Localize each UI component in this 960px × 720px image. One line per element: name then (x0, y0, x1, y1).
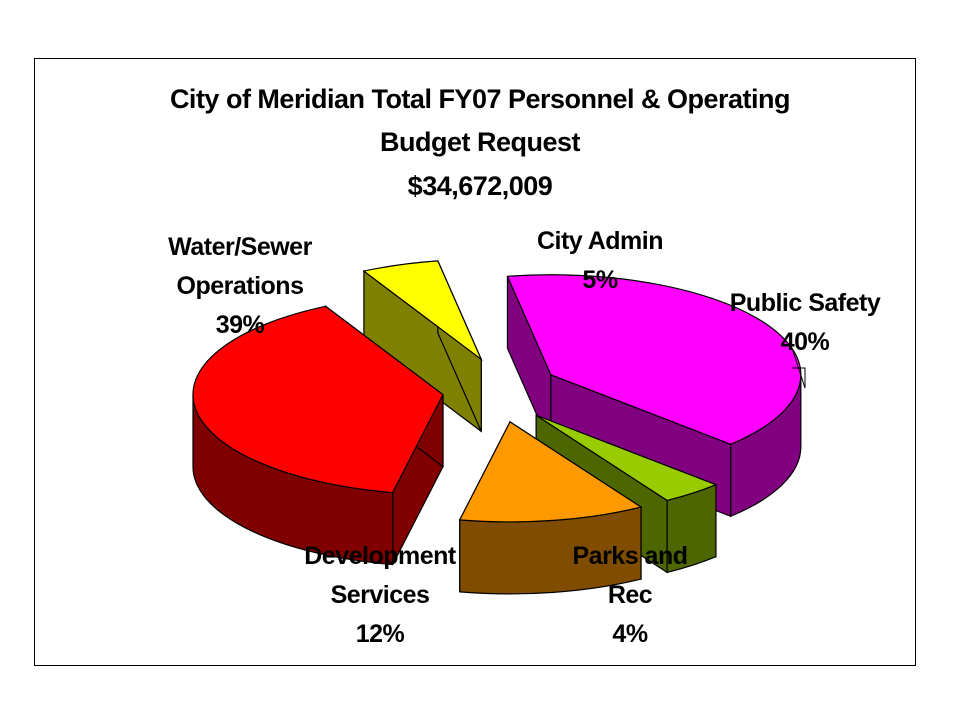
label-development-name-2: Services (330, 581, 430, 609)
leader-line-public-safety (791, 348, 806, 389)
label-development-name-1: Development (304, 542, 456, 570)
label-public-safety: Public Safety 40% (690, 284, 920, 362)
label-parks-rec-name-2: Rec (607, 581, 653, 609)
slice-development-services (458, 420, 643, 595)
slice-public-safety (506, 274, 802, 518)
label-parks-rec-pct: 4% (612, 620, 648, 648)
label-water-sewer: Water/Sewer Operations 39% (120, 228, 360, 345)
slice-parks-and-rec-top (535, 414, 718, 502)
label-public-safety-name: Public Safety (729, 289, 881, 317)
chart-title-line-2: Budget Request (379, 127, 581, 157)
slice-public-safety-top (506, 274, 802, 445)
label-city-admin-pct: 5% (582, 266, 618, 294)
slice-water-sewer-operations-top (192, 305, 444, 494)
slice-development-services-top (458, 421, 643, 523)
label-water-sewer-name-2: Operations (176, 272, 304, 300)
label-city-admin: City Admin 5% (500, 222, 700, 300)
label-public-safety-pct: 40% (780, 328, 830, 356)
label-water-sewer-pct: 39% (215, 311, 265, 339)
label-parks-rec: Parks and Rec 4% (530, 537, 730, 654)
label-water-sewer-name-1: Water/Sewer (168, 233, 312, 261)
chart-title-line-1: City of Meridian Total FY07 Personnel & … (169, 84, 791, 114)
slice-water-sewer-operations (192, 305, 444, 566)
label-parks-rec-name-1: Parks and (572, 542, 688, 570)
label-development-services: Development Services 12% (260, 537, 500, 654)
label-development-pct: 12% (355, 620, 405, 648)
slice-city-admin-top (362, 260, 483, 362)
chart-total: $34,672,009 (407, 171, 553, 201)
label-city-admin-name: City Admin (536, 227, 664, 255)
slice-city-admin (362, 260, 483, 433)
